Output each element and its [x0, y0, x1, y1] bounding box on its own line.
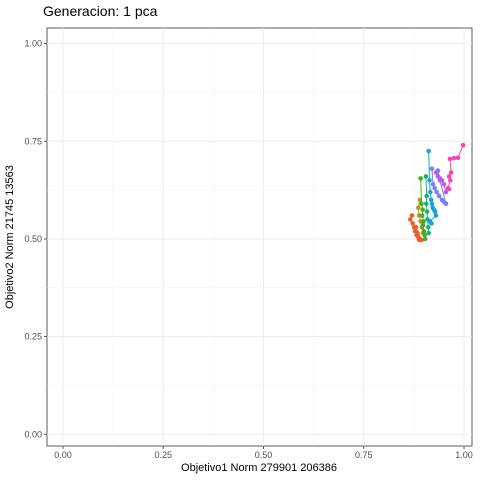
- data-point: [419, 201, 424, 207]
- y-tick-label: 1.00: [24, 39, 42, 49]
- plot-panel: [46, 27, 473, 447]
- data-point: [409, 213, 415, 218]
- data-point: [426, 148, 431, 154]
- series-4: [423, 174, 431, 236]
- data-point: [423, 174, 429, 179]
- data-point: [460, 142, 466, 148]
- data-point: [439, 178, 445, 183]
- data-point: [419, 213, 425, 218]
- data-point: [430, 181, 436, 187]
- y-axis-title: Objetivo2 Norm 21745 13563: [4, 165, 16, 309]
- data-point: [432, 209, 438, 214]
- data-point: [429, 221, 434, 226]
- x-tick-label: 0.00: [54, 450, 72, 460]
- data-point: [422, 236, 428, 242]
- x-tick-label: 0.50: [255, 450, 273, 460]
- data-point: [415, 230, 420, 236]
- y-tick-label: 0.75: [24, 136, 42, 146]
- data-point: [427, 178, 432, 183]
- data-point: [447, 156, 453, 162]
- data-point: [451, 155, 457, 161]
- data-point: [407, 217, 413, 222]
- chart-title: Generacion: 1 pca: [43, 3, 158, 19]
- data-point: [425, 224, 431, 230]
- x-tick-label: 0.75: [355, 450, 373, 460]
- data-point: [423, 201, 429, 207]
- data-point: [434, 189, 440, 195]
- y-tick-label: 0.25: [24, 332, 42, 342]
- series-layer: [407, 142, 466, 243]
- series-3: [418, 176, 428, 242]
- series-7: [433, 170, 449, 195]
- data-point: [420, 222, 426, 228]
- data-point: [424, 209, 430, 214]
- data-point: [416, 237, 422, 243]
- y-tick-label: 0.00: [24, 429, 42, 439]
- data-point: [420, 207, 425, 212]
- data-point: [424, 193, 429, 199]
- data-point: [428, 197, 434, 203]
- data-point: [448, 178, 453, 183]
- series-1: [407, 213, 424, 243]
- data-point: [428, 189, 433, 195]
- data-point: [446, 186, 452, 192]
- x-tick-label: 0.25: [155, 450, 173, 460]
- series-8: [445, 142, 466, 192]
- data-point: [433, 170, 439, 175]
- data-point: [416, 213, 422, 218]
- x-axis-title: Objetivo1 Norm 279901 206386: [181, 462, 337, 474]
- data-point: [415, 205, 421, 211]
- data-point: [429, 166, 435, 171]
- data-point: [413, 224, 419, 230]
- x-axis: 0.00 0.25 0.50 0.75 1.00: [54, 446, 473, 460]
- data-point: [455, 155, 461, 160]
- data-point: [410, 221, 415, 226]
- data-point: [436, 193, 442, 199]
- y-tick-label: 0.50: [24, 234, 42, 244]
- grid-lines: [47, 28, 472, 446]
- data-point: [433, 213, 439, 218]
- data-point: [443, 201, 449, 207]
- data-point: [448, 170, 454, 175]
- y-axis: 0.00 0.25 0.50 0.75 1.00: [24, 39, 47, 439]
- x-tick-label: 1.00: [455, 450, 473, 460]
- data-point: [446, 174, 452, 179]
- data-point: [421, 219, 426, 224]
- data-point: [418, 176, 423, 181]
- series-5: [426, 148, 439, 226]
- data-point: [432, 185, 438, 191]
- data-point: [429, 201, 435, 207]
- data-point: [426, 230, 431, 236]
- data-point: [421, 228, 427, 234]
- series-6: [429, 166, 449, 207]
- data-point: [422, 232, 427, 238]
- data-point: [443, 189, 449, 195]
- data-point: [441, 181, 447, 187]
